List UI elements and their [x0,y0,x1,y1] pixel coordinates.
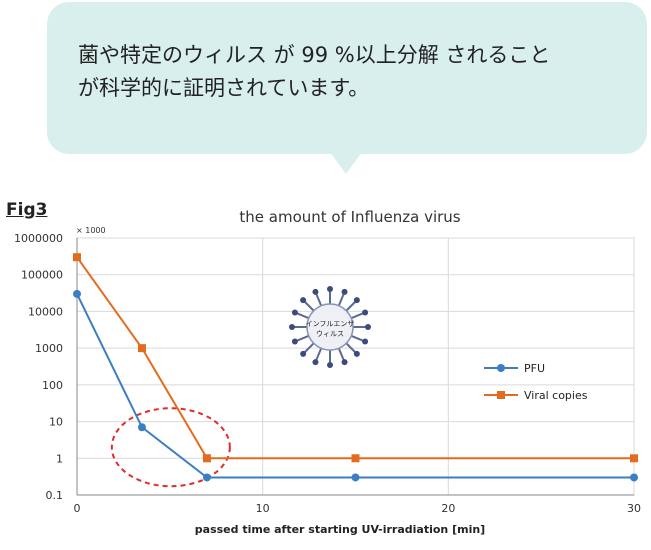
series-line-pfu [76,293,634,479]
legend-item-pfu: PFU [484,362,545,375]
data-point [630,454,638,463]
units-note: × 1000 [76,226,106,235]
x-tick-label: 10 [256,502,270,515]
virus-spike-tip [312,288,319,295]
virus-spike-tip [365,324,371,330]
virus-body [306,303,354,351]
x-tick-label: 30 [627,502,641,515]
highlight-ellipse [110,407,231,488]
callout-bubble-tail [330,152,362,174]
data-point [137,344,146,353]
y-tick-label: 10 [49,416,63,429]
legend-label: PFU [524,362,545,375]
data-point [351,473,360,482]
virus-spike-tip [353,297,360,304]
legend-label: Viral copies [524,389,588,402]
virus-label-line-2: ウィルス [316,330,344,338]
callout-bubble [47,2,647,154]
virus-spike-tip [312,359,319,366]
legend-marker [497,391,505,399]
y-tick-label: 1000 [35,342,63,355]
x-tick-label: 0 [74,502,81,515]
x-tick-label: 20 [441,502,455,515]
virus-spike-tip [327,362,333,368]
data-point [351,454,360,463]
virus-spike-tip [362,309,369,316]
callout-line-1: 菌や特定のウィルス が 99 %以上分解 されること [78,43,551,67]
legend-marker [497,364,505,372]
virus-spike-tip [353,350,360,357]
y-tick-label: 100 [42,379,63,392]
data-point [137,423,146,432]
x-axis-title: passed time after starting UV-irradiatio… [194,523,486,536]
legend-item-viral-copies: Viral copies [484,389,588,402]
virus-spike-tip [341,359,348,366]
virus-spike-tip [291,338,298,345]
virus-spike-tip [327,286,333,292]
legend: PFU Viral copies [484,362,588,402]
virus-spike-tip [300,297,307,304]
callout-text: 菌や特定のウィルス が 99 %以上分解 されること が科学的に証明されています… [78,39,638,105]
callout-line-2: が科学的に証明されています。 [78,76,370,100]
figure-label: Fig3 [6,200,48,220]
data-point [202,454,211,463]
y-tick-label: 1 [56,452,63,465]
y-tick-label: 100000 [21,269,63,282]
axis-layer: 0.1 1 10 100 1000 10000 100000 1000000 0 10 20 30 [14,232,641,515]
series-layer [73,253,638,482]
virus-spike-tip [341,288,348,295]
y-tick-label: 0.1 [46,489,64,502]
virus-spike-tip [291,309,298,316]
data-point [202,473,211,482]
y-tick-label: 1000000 [14,232,63,245]
virus-spike-tip [300,350,307,357]
virus-spike-tip [289,324,295,330]
data-point [630,473,638,482]
virus-spike-tip [362,338,369,345]
series-line-viral-copies [76,256,634,460]
data-point [73,253,81,262]
y-tick-label: 10000 [28,305,63,318]
data-point [73,289,81,298]
chart-title: the amount of Influenza virus [239,208,461,226]
virus-label-line-1: インフルエンザ [306,320,355,328]
annotation-layer [110,407,231,488]
